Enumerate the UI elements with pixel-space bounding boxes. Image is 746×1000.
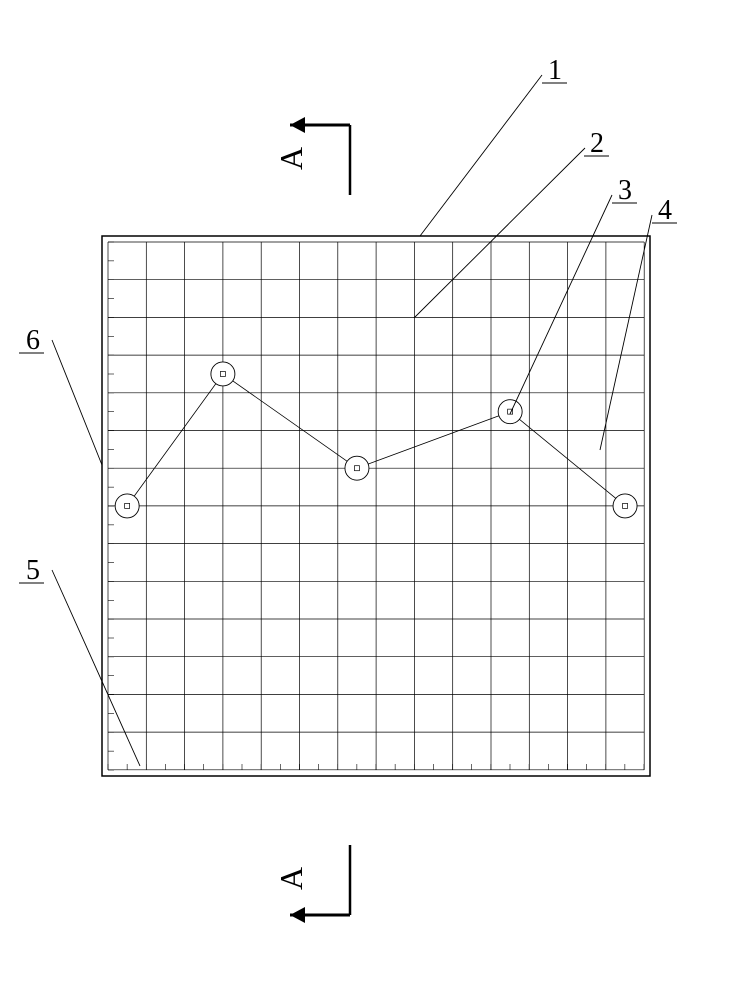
label-5: 5 — [26, 555, 40, 587]
label-2: 2 — [590, 128, 604, 160]
label-6: 6 — [26, 325, 40, 357]
section-label-top: A — [273, 147, 310, 170]
diagram-svg — [0, 0, 746, 1000]
label-4: 4 — [658, 195, 672, 227]
section-label-bottom: A — [273, 867, 310, 890]
label-1: 1 — [548, 55, 562, 87]
label-3: 3 — [618, 175, 632, 207]
